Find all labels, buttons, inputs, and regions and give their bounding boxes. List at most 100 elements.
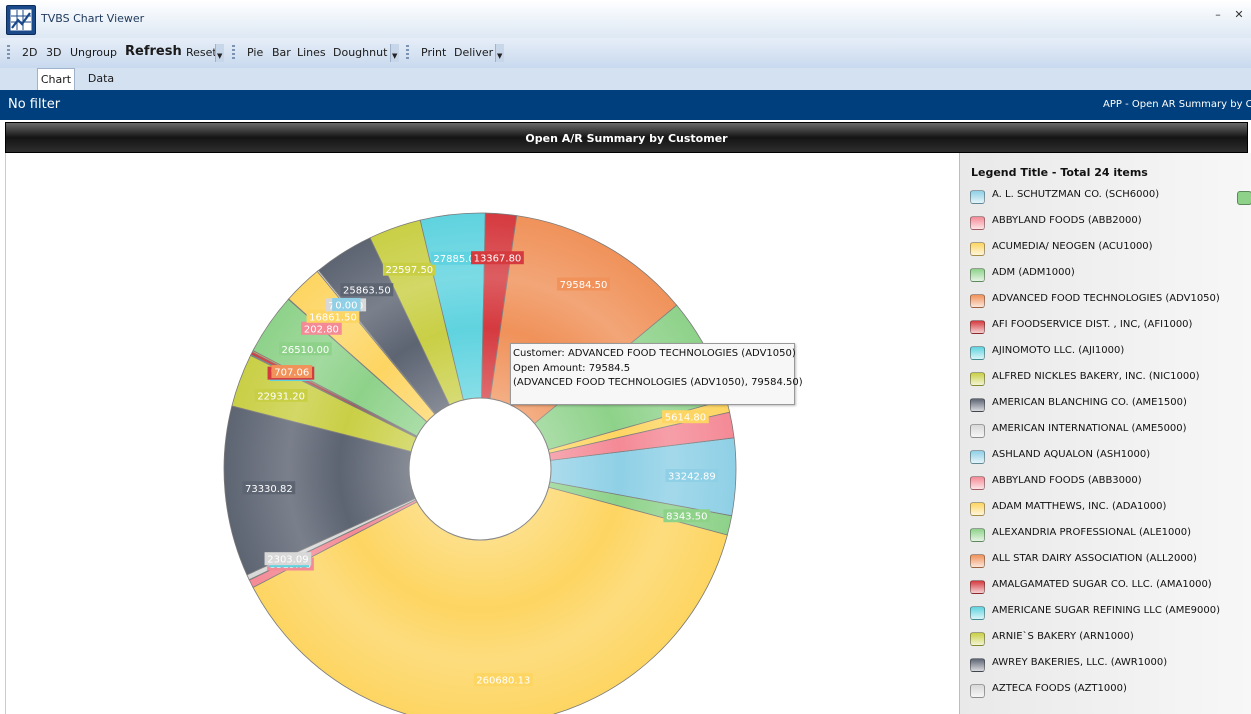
legend-swatch — [970, 632, 985, 646]
deliver-button[interactable]: Deliver — [454, 46, 494, 59]
legend-label: ABBYLAND FOODS (ABB2000) — [992, 215, 1142, 226]
data-label-text: 27885.06 — [433, 254, 481, 265]
data-label: 26510.00 — [278, 342, 332, 356]
chevron-down-icon: ▼ — [217, 52, 223, 60]
refresh-button[interactable]: Refresh — [125, 44, 182, 59]
data-label: 22597.50 — [382, 262, 436, 276]
data-label: 0.00 — [332, 297, 361, 311]
legend-label: ABBYLAND FOODS (ABB3000) — [992, 475, 1142, 486]
toolbar-grip-icon[interactable] — [232, 45, 235, 61]
data-label-bg — [665, 469, 719, 483]
app-chart-icon[interactable] — [6, 5, 36, 35]
filter-status: No filter — [8, 97, 61, 112]
window-title: TVBS Chart Viewer — [41, 12, 145, 25]
doughnut-chart-button[interactable]: Doughnut — [333, 46, 388, 59]
legend-label: ALFRED NICKLES BAKERY, INC. (NIC1000) — [992, 371, 1200, 382]
data-label-text: 73330.82 — [245, 484, 293, 495]
legend-swatch — [970, 658, 985, 672]
legend-label: AWREY BAKERIES, LLC. (AWR1000) — [992, 657, 1168, 668]
filter-bar: No filter APP - Open AR Summary by Cus — [0, 90, 1251, 120]
data-label-bg — [430, 251, 484, 265]
legend-swatch — [970, 476, 985, 490]
toolbar-overflow-button[interactable]: ▼ — [390, 44, 399, 62]
data-label-text: 707.06 — [274, 368, 309, 379]
minimize-icon[interactable]: – — [1215, 8, 1221, 21]
toolbar-overflow-button[interactable]: ▼ — [215, 44, 224, 62]
plot-area: 33242.898343.50260680.133519.70120.00230… — [5, 153, 959, 714]
legend-label: ARNIE`S BAKERY (ARN1000) — [992, 631, 1134, 642]
legend-swatch — [970, 346, 985, 360]
chart-legend: Legend Title - Total 24 items A. L. SCHU… — [959, 153, 1251, 714]
bar-chart-button[interactable]: Bar — [272, 46, 291, 59]
pie-chart-button[interactable]: Pie — [247, 46, 264, 59]
legend-label: ASHLAND AQUALON (ASH1000) — [992, 449, 1151, 460]
data-label-text: 5614.80 — [665, 413, 706, 424]
data-label-text: 33242.89 — [668, 472, 716, 483]
legend-label: AMERICAN BLANCHING CO. (AME1500) — [992, 397, 1187, 408]
print-button[interactable]: Print — [421, 46, 447, 59]
legend-swatch — [970, 320, 985, 334]
data-label-bg — [340, 283, 394, 297]
ungroup-button[interactable]: Ungroup — [70, 46, 117, 59]
legend-swatch — [970, 294, 985, 308]
data-label-text: 26510.00 — [282, 345, 330, 356]
tooltip-amount: Open Amount: 79584.5 — [513, 362, 631, 374]
legend-swatch — [970, 398, 985, 412]
legend-swatch — [970, 242, 985, 256]
data-label-bg — [663, 509, 711, 523]
toolbar-grip-icon[interactable] — [7, 45, 10, 61]
toolbar-overflow-button[interactable]: ▼ — [495, 44, 504, 62]
legend-label: ADAM MATTHEWS, INC. (ADA1000) — [992, 501, 1167, 512]
data-label-text: 79584.50 — [560, 280, 608, 291]
reset-button[interactable]: Reset — [186, 46, 217, 59]
legend-label: AMERICAN INTERNATIONAL (AME5000) — [992, 423, 1187, 434]
legend-label: AMERICANE SUGAR REFINING LLC (AME9000) — [992, 605, 1221, 616]
view-3d-button[interactable]: 3D — [46, 46, 62, 59]
data-label-bg — [264, 552, 312, 566]
data-label: 22931.20 — [254, 388, 308, 402]
chevron-down-icon: ▼ — [392, 52, 398, 60]
data-label: 707.06 — [271, 365, 313, 379]
legend-swatch — [970, 372, 985, 386]
data-label: 8343.50 — [663, 509, 711, 523]
data-label-bg — [471, 251, 524, 265]
data-label-bg — [332, 297, 361, 311]
legend-swatch — [970, 606, 985, 620]
toolbar: 2D 3D Ungroup Refresh Reset ▼ Pie Bar Li… — [0, 38, 1251, 68]
legend-swatch — [970, 424, 985, 438]
close-icon[interactable]: ✕ — [1234, 8, 1244, 21]
data-label-text: 22597.50 — [385, 265, 433, 276]
view-tabs: Chart Data — [0, 68, 1251, 90]
data-label-bg — [271, 365, 313, 379]
report-name: APP - Open AR Summary by Cus — [1103, 99, 1251, 110]
legend-swatch[interactable] — [1237, 191, 1251, 205]
legend-swatch — [970, 554, 985, 568]
legend-label: AJINOMOTO LLC. (AJI1000) — [992, 345, 1125, 356]
legend-swatch — [970, 268, 985, 282]
data-label-bg — [662, 410, 709, 424]
data-label-text: 202.80 — [304, 324, 339, 335]
data-label-text: 13367.80 — [474, 254, 522, 265]
toolbar-grip-icon[interactable] — [406, 45, 409, 61]
legend-label: AFI FOODSERVICE DIST. , INC, (AFI1000) — [992, 319, 1193, 330]
tab-chart[interactable]: Chart — [37, 68, 75, 90]
legend-label: ALEXANDRIA PROFESSIONAL (ALE1000) — [992, 527, 1192, 538]
legend-swatch — [970, 216, 985, 230]
tab-data[interactable]: Data — [87, 72, 115, 85]
data-label: 13367.80 — [471, 251, 524, 265]
title-bar: TVBS Chart Viewer – ✕ — [0, 0, 1251, 38]
data-label: 260680.13 — [473, 673, 533, 687]
legend-label: ADVANCED FOOD TECHNOLOGIES (ADV1050) — [992, 293, 1220, 304]
data-label: 16861.50 — [306, 309, 360, 323]
data-label-text: 16861.50 — [309, 312, 357, 323]
data-label-text: 0.00 — [335, 300, 357, 311]
data-label: 33242.89 — [665, 469, 719, 483]
data-label: 27885.06 — [430, 251, 484, 265]
data-label-bg — [557, 277, 610, 291]
legend-label: ALL STAR DAIRY ASSOCIATION (ALL2000) — [992, 553, 1197, 564]
view-2d-button[interactable]: 2D — [22, 46, 38, 59]
chevron-down-icon: ▼ — [497, 52, 503, 60]
legend-title: Legend Title - Total 24 items — [971, 166, 1148, 179]
legend-label: AMALGAMATED SUGAR CO. LLC. (AMA1000) — [992, 579, 1212, 590]
lines-chart-button[interactable]: Lines — [297, 46, 326, 59]
